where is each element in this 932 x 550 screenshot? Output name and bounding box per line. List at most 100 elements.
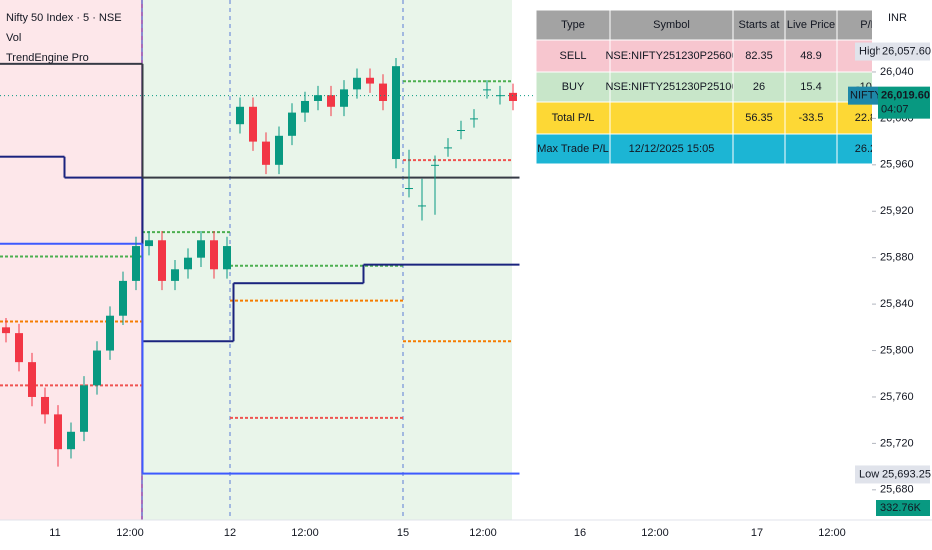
table-cell xyxy=(609,101,734,135)
x-tick-label: 12:00 xyxy=(641,527,669,539)
last-price-bg xyxy=(878,86,930,119)
candle-body xyxy=(28,362,36,397)
candle-body xyxy=(15,333,23,363)
candle-body xyxy=(288,112,296,136)
candle-body xyxy=(353,77,361,90)
candle-body xyxy=(236,106,244,125)
candle-body xyxy=(54,414,62,450)
table-cell-text: NSE:NIFTY251230P25600 xyxy=(605,50,737,62)
table-cell-text: 56.35 xyxy=(745,112,773,124)
candle-body xyxy=(41,396,49,415)
candle-body xyxy=(171,269,179,281)
candle-body xyxy=(93,350,101,386)
table-cell-text: Max Trade P/L xyxy=(537,143,609,155)
candle-body xyxy=(392,66,400,160)
countdown: 04:07 xyxy=(881,104,909,116)
table-header: Symbol xyxy=(653,19,690,31)
candle-body xyxy=(158,240,166,281)
table-header: Type xyxy=(561,19,585,31)
candle-body xyxy=(210,240,218,270)
candle-body xyxy=(67,431,75,450)
table-cell-text: BUY xyxy=(562,81,585,93)
candle-body xyxy=(106,315,114,351)
candle-body xyxy=(197,240,205,258)
candle-body xyxy=(184,257,192,270)
x-tick-label: 12 xyxy=(224,527,236,539)
candle-body xyxy=(379,83,387,101)
candle-body xyxy=(327,95,335,107)
marker-bg xyxy=(880,42,930,61)
table-cell xyxy=(784,71,838,103)
y-tick-label: 25,840 xyxy=(880,298,914,310)
table-cell-text: 12/12/2025 15:05 xyxy=(629,143,715,155)
x-tick-label: 11 xyxy=(49,527,60,539)
marker-tag: High xyxy=(859,45,882,57)
y-tick-label: 25,680 xyxy=(880,484,914,496)
table-cell xyxy=(609,39,734,73)
table-cell xyxy=(732,9,786,41)
table-cell-text: SELL xyxy=(560,50,587,62)
y-tick-label: 25,960 xyxy=(880,159,914,171)
table-cell xyxy=(609,71,734,103)
x-tick-label: 16 xyxy=(574,527,586,539)
y-tick-label: 26,040 xyxy=(880,66,914,78)
indicator-name: Vol xyxy=(6,32,21,44)
table-cell xyxy=(784,9,838,41)
table-cell xyxy=(784,133,838,165)
candle-body xyxy=(145,240,153,247)
chart-title: Nifty 50 Index · 5 · NSE xyxy=(6,12,122,24)
table-cell xyxy=(732,133,786,165)
candle-body xyxy=(223,246,231,270)
table-cell-text: 48.9 xyxy=(800,50,821,62)
marker-tag-bg xyxy=(855,42,880,61)
candle-body xyxy=(483,89,491,91)
table-cell xyxy=(609,9,734,41)
candle-body xyxy=(431,164,439,166)
x-tick-label: 12:00 xyxy=(116,527,144,539)
table-cell-text: 82.35 xyxy=(745,50,773,62)
last-price: 26,019.60 xyxy=(881,90,930,102)
candle-body xyxy=(132,246,140,281)
table-cell xyxy=(535,39,611,73)
table-cell-text: Total P/L xyxy=(552,112,595,124)
candle-body xyxy=(366,77,374,84)
candle-body xyxy=(314,95,322,101)
table-cell xyxy=(784,101,838,135)
x-tick-label: 12:00 xyxy=(469,527,497,539)
y-tick-label: 25,880 xyxy=(880,252,914,264)
candle-body xyxy=(418,205,426,207)
last-tag: NIFTY xyxy=(850,90,882,102)
marker-tag: Low xyxy=(859,468,879,480)
y-tick-label: 25,720 xyxy=(880,437,914,449)
candle-body xyxy=(340,89,348,107)
marker-tag-bg xyxy=(855,465,880,484)
marker-bg xyxy=(880,465,930,484)
table-cell-text: -33.5 xyxy=(798,112,823,124)
table-cell-text: 26 xyxy=(753,81,765,93)
candle-body xyxy=(405,188,413,190)
marker-value: 26,057.60 xyxy=(882,45,931,57)
session-bg xyxy=(142,0,512,520)
candle-body xyxy=(457,130,465,131)
y-tick-label: 25,760 xyxy=(880,391,914,403)
table-cell xyxy=(732,71,786,103)
candle-body xyxy=(509,92,517,101)
x-tick-label: 15 xyxy=(397,527,409,539)
indicator-name: TrendEngine Pro xyxy=(6,52,89,64)
x-tick-label: 17 xyxy=(751,527,763,539)
last-tag-bg xyxy=(848,86,878,105)
marker-value: 25,693.25 xyxy=(882,468,931,480)
table-header: Live Price xyxy=(787,19,835,31)
candle-body xyxy=(119,280,127,316)
x-tick-label: 12:00 xyxy=(818,527,846,539)
table-cell xyxy=(732,39,786,73)
candle-body xyxy=(275,135,283,165)
table-cell-text: 15.4 xyxy=(800,81,821,93)
currency: INR xyxy=(888,12,907,24)
table-cell xyxy=(535,101,611,135)
volume-tag: 332.76K xyxy=(880,502,922,514)
volume-tag-bg xyxy=(876,500,930,516)
y-tick-label: 25,920 xyxy=(880,205,914,217)
